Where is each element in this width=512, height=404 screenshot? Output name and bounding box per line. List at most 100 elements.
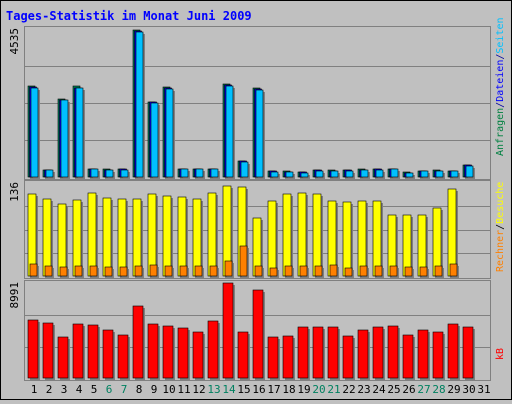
bar-seiten-13 [210,168,219,178]
bar-rechner-12 [194,265,203,277]
bar-kb-14 [222,282,234,379]
x-tick-label: 31 [477,383,490,396]
bar-besuche-22 [342,201,352,277]
side-label-part: Dateien [495,60,506,102]
panel-3-side-label: kB [495,348,506,360]
side-label-part: Besuche [495,182,506,224]
bar-seiten-3 [60,99,69,178]
bar-besuche-18 [282,193,292,277]
x-tick-label: 20 [312,383,325,396]
bar-rechner-14 [224,260,233,277]
bar-kb-29 [447,323,459,379]
bar-kb-12 [192,331,204,379]
bar-rechner-22 [344,267,353,277]
bar-besuche-19 [297,192,307,277]
bar-seiten-24 [375,169,384,178]
side-label-part: Anfragen [495,108,506,156]
bar-besuche-29 [447,188,457,277]
bar-seiten-20 [315,170,324,178]
bar-kb-15 [237,331,249,379]
bar-seiten-17 [270,171,279,178]
bar-rechner-27 [419,266,428,277]
x-tick-label: 29 [447,383,460,396]
bar-rechner-21 [329,264,338,277]
x-tick-label: 5 [91,383,98,396]
x-tick-label: 30 [462,383,475,396]
bar-rechner-24 [374,265,383,277]
panel-1-max-label: 4535 [8,28,21,55]
bar-kb-4 [72,323,84,379]
x-axis: 1 2 3 4 5 6 7 8 9 10 11 12 13 14 15 16 17 18 19 20 21 22 23 24 2… [31,383,491,396]
panels-layer: 4535Anfragen/Dateien/Seiten136Rechner/Be… [8,17,506,381]
bar-kb-23 [357,329,369,379]
side-label-part: kB [495,348,506,360]
bar-seiten-16 [255,89,264,178]
bar-kb-17 [267,336,279,379]
bar-besuche-17 [267,200,277,277]
bar-besuche-13 [207,192,217,277]
bar-seiten-14 [225,85,234,178]
bar-seiten-12 [195,168,204,178]
bar-besuche-23 [357,200,367,277]
bar-seiten-1 [30,87,39,178]
bar-besuche-11 [177,196,187,277]
bar-besuche-2 [42,198,52,277]
bar-seiten-26 [405,172,414,178]
bar-kb-5 [87,324,99,379]
bar-rechner-13 [209,265,218,277]
bar-seiten-27 [420,170,429,178]
bar-kb-21 [327,326,339,379]
side-label-part: / [495,224,506,230]
side-label-part: Seiten [495,17,506,53]
bar-rechner-19 [299,265,308,277]
bar-seiten-28 [435,170,444,178]
bar-seiten-18 [285,171,294,178]
bar-kb-27 [417,329,429,379]
bar-seiten-8 [135,31,144,178]
panel-2-side-label: Rechner/Besuche [495,182,506,272]
x-tick-label: 10 [162,383,175,396]
bar-rechner-8 [134,265,143,277]
bar-kb-20 [312,326,324,379]
bar-seiten-29 [450,170,459,178]
bar-seiten-10 [165,88,174,178]
x-tick-label: 8 [136,383,143,396]
bar-seiten-2 [45,169,54,178]
x-tick-label: 28 [432,383,445,396]
panel-3: 8991 kB [8,280,506,381]
x-tick-label: 13 [207,383,220,396]
bar-rechner-28 [434,265,443,277]
bar-seiten-23 [360,169,369,178]
bar-kb-22 [342,335,354,379]
bar-seiten-5 [90,168,99,178]
bar-rechner-10 [164,265,173,277]
bar-rechner-25 [389,265,398,277]
x-tick-label: 22 [342,383,355,396]
side-label-part: / [495,54,506,60]
x-tick-label: 11 [177,383,190,396]
bar-seiten-11 [180,168,189,178]
x-tick-label: 7 [121,383,128,396]
bar-kb-30 [462,326,474,379]
bar-besuche-9 [147,193,157,277]
bar-seiten-6 [105,169,114,178]
bar-rechner-1 [29,263,38,277]
x-tick-label: 4 [76,383,83,396]
x-tick-label: 15 [237,383,250,396]
bar-kb-18 [282,335,294,379]
x-tick-label: 26 [402,383,415,396]
bar-rechner-17 [269,267,278,277]
bar-besuche-3 [57,203,67,277]
x-tick-label: 6 [106,383,113,396]
x-tick-label: 16 [252,383,265,396]
bar-kb-7 [117,334,129,379]
bar-rechner-9 [149,264,158,277]
bar-rechner-26 [404,266,413,277]
x-tick-label: 21 [327,383,340,396]
x-tick-label: 18 [282,383,295,396]
bar-kb-1 [27,319,39,379]
bar-seiten-7 [120,169,129,178]
